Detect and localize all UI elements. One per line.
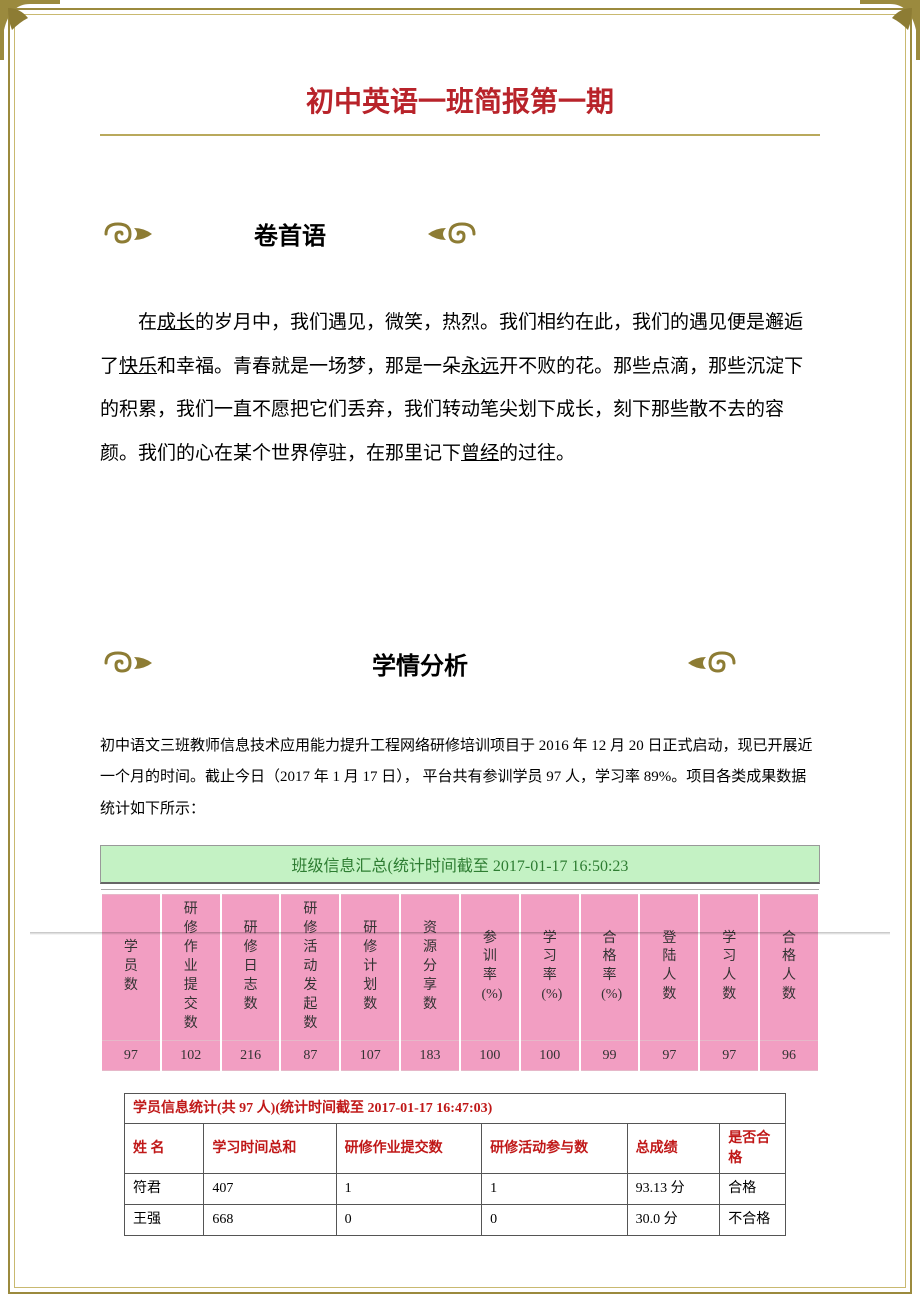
table-data-cell: 97 — [639, 1040, 699, 1070]
table-data-cell: 王强 — [125, 1204, 204, 1235]
table-data-cell: 216 — [221, 1040, 281, 1070]
analysis-paragraph: 初中语文三班教师信息技术应用能力提升工程网络研修培训项目于 2016 年 12 … — [100, 731, 820, 826]
table-data-cell: 1 — [482, 1174, 628, 1205]
table-data-cell: 93.13 分 — [627, 1174, 720, 1205]
table-data-cell: 668 — [204, 1204, 336, 1235]
table-header-cell: 研修活动参与数 — [482, 1124, 628, 1174]
table-header-cell: 是否合格 — [720, 1124, 786, 1174]
table-header-cell: 资源分享数 — [400, 895, 460, 1040]
table-header-cell: 学习人数 — [699, 895, 759, 1040]
table-data-cell: 407 — [204, 1174, 336, 1205]
table-data-cell: 30.0 分 — [627, 1204, 720, 1235]
table-header-cell: 研修计划数 — [340, 895, 400, 1040]
table-row: 符君4071193.13 分合格 — [125, 1174, 786, 1205]
table-data-cell: 符君 — [125, 1174, 204, 1205]
section-heading-analysis: 学情分析 — [100, 646, 740, 681]
section-title: 卷首语 — [156, 216, 424, 251]
main-title: 初中英语一班简报第一期 — [100, 80, 820, 120]
table-data-cell: 183 — [400, 1040, 460, 1070]
table-header-cell: 合格人数 — [759, 895, 819, 1040]
preface-paragraph: 在成长的岁月中，我们遇见，微笑，热烈。我们相约在此，我们的遇见便是邂逅了快乐和幸… — [100, 301, 820, 476]
table-data-cell: 87 — [280, 1040, 340, 1070]
ornament-right-icon — [684, 649, 740, 677]
ornament-left-icon — [100, 220, 156, 248]
table-data-cell: 1 — [336, 1174, 482, 1205]
page-content: 初中英语一班简报第一期 卷首语 在成长的岁月中，我们遇见，微笑，热烈。我们相约在… — [30, 30, 890, 1272]
table-data-cell: 102 — [161, 1040, 221, 1070]
table-header-cell: 姓 名 — [125, 1124, 204, 1174]
table-header-cell: 登陆人数 — [639, 895, 699, 1040]
title-divider — [100, 134, 820, 136]
table-data-cell: 99 — [580, 1040, 640, 1070]
table-row: 王强6680030.0 分不合格 — [125, 1204, 786, 1235]
table-data-cell: 0 — [336, 1204, 482, 1235]
table-header-cell: 研修日志数 — [221, 895, 281, 1040]
table-data-cell: 97 — [699, 1040, 759, 1070]
table-header-row: 学员数研修作业提交数研修日志数研修活动发起数研修计划数资源分享数参训率(%)学习… — [101, 895, 819, 1040]
table-title-row: 学员信息统计(共 97 人)(统计时间截至 2017-01-17 16:47:0… — [125, 1093, 786, 1124]
class-table-container: 学员数研修作业提交数研修日志数研修活动发起数研修计划数资源分享数参训率(%)学习… — [100, 894, 820, 1070]
table-data-cell: 100 — [460, 1040, 520, 1070]
student-info-table: 学员信息统计(共 97 人)(统计时间截至 2017-01-17 16:47:0… — [124, 1093, 786, 1236]
table-header-row: 姓 名学习时间总和研修作业提交数研修活动参与数总成绩是否合格 — [125, 1124, 786, 1174]
table-header-cell: 学员数 — [101, 895, 161, 1040]
section-title: 学情分析 — [156, 646, 684, 681]
table-data-cell: 不合格 — [720, 1204, 786, 1235]
table-header-cell: 总成绩 — [627, 1124, 720, 1174]
section-heading-preface: 卷首语 — [100, 216, 480, 251]
table-data-cell: 107 — [340, 1040, 400, 1070]
table-header-cell: 研修作业提交数 — [336, 1124, 482, 1174]
table-data-cell: 96 — [759, 1040, 819, 1070]
class-summary-table: 学员数研修作业提交数研修日志数研修活动发起数研修计划数资源分享数参训率(%)学习… — [100, 894, 820, 1070]
table-data-cell: 合格 — [720, 1174, 786, 1205]
table-header-cell: 研修活动发起数 — [280, 895, 340, 1040]
table-header-cell: 参训率(%) — [460, 895, 520, 1040]
table-data-cell: 0 — [482, 1204, 628, 1235]
table-header-cell: 学习率(%) — [520, 895, 580, 1040]
student-table-title: 学员信息统计(共 97 人)(统计时间截至 2017-01-17 16:47:0… — [125, 1093, 786, 1124]
table-header-cell: 合格率(%) — [580, 895, 640, 1040]
table-data-cell: 97 — [101, 1040, 161, 1070]
ornament-right-icon — [424, 220, 480, 248]
table-data-cell: 100 — [520, 1040, 580, 1070]
table-header-cell: 学习时间总和 — [204, 1124, 336, 1174]
table-header-cell: 研修作业提交数 — [161, 895, 221, 1040]
ornament-left-icon — [100, 649, 156, 677]
table-data-row: 971022168710718310010099979796 — [101, 1040, 819, 1070]
class-summary-banner: 班级信息汇总(统计时间截至 2017-01-17 16:50:23 — [100, 845, 820, 884]
